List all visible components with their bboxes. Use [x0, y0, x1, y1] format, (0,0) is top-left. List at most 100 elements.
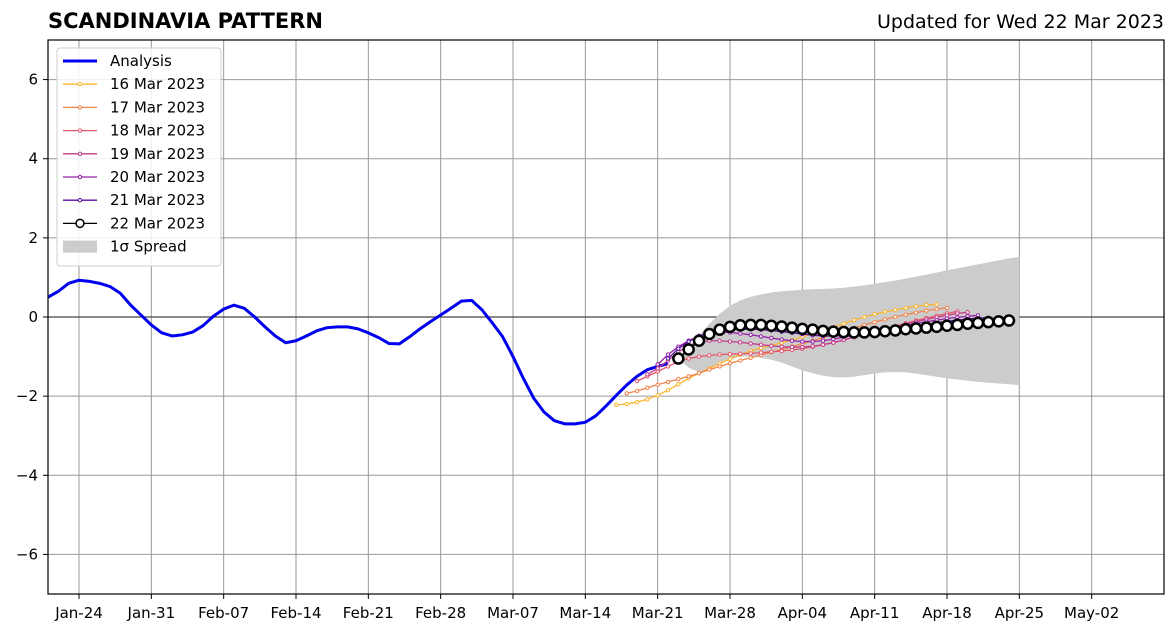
data-point: [703, 327, 716, 341]
data-point: [769, 343, 774, 349]
data-point: [738, 351, 743, 357]
x-tick-label: Mar-14: [559, 604, 611, 622]
y-tick-label: −6: [16, 545, 38, 563]
data-point: [893, 307, 898, 313]
data-point: [841, 321, 846, 326]
data-point: [992, 315, 1005, 328]
data-point: [645, 385, 650, 391]
data-point: [696, 370, 702, 376]
y-tick-label: 6: [28, 71, 38, 89]
series-analysis: [47, 278, 669, 426]
data-point: [806, 323, 819, 336]
data-point: [810, 339, 815, 344]
legend-label: 18 Mar 2023: [110, 122, 205, 140]
data-point: [965, 310, 970, 315]
data-point: [727, 361, 733, 366]
data-point: [940, 319, 954, 332]
legend-label: 19 Mar 2023: [110, 145, 205, 163]
data-point: [816, 324, 830, 338]
data-point: [738, 358, 743, 363]
x-tick-label: Feb-14: [270, 604, 321, 622]
data-point: [862, 314, 867, 320]
chart-title: SCANDINAVIA PATTERN: [48, 9, 323, 33]
legend-marker: [75, 218, 85, 229]
legend-label: Analysis: [110, 52, 172, 70]
x-tick-label: Apr-18: [922, 604, 972, 622]
data-point: [655, 362, 660, 367]
x-tick-label: Apr-04: [778, 604, 828, 622]
legend-marker: [77, 82, 83, 87]
data-point: [686, 339, 691, 344]
x-tick-label: Feb-07: [198, 604, 249, 622]
data-point: [796, 322, 809, 336]
data-point: [738, 340, 743, 345]
data-point: [634, 388, 640, 394]
data-point: [672, 352, 685, 365]
data-point: [682, 343, 695, 356]
data-point: [827, 325, 840, 338]
data-point: [971, 316, 985, 330]
data-point: [779, 348, 784, 354]
data-point: [951, 318, 964, 332]
data-point: [934, 302, 939, 307]
data-point: [717, 338, 722, 343]
data-point: [665, 352, 671, 357]
legend-label: 21 Mar 2023: [110, 191, 205, 209]
data-point: [634, 378, 640, 384]
y-tick-label: −2: [16, 387, 38, 405]
data-point: [676, 346, 681, 351]
data-point: [727, 339, 733, 344]
data-point: [676, 382, 681, 387]
y-tick-label: 0: [28, 308, 38, 326]
data-point: [769, 335, 774, 341]
data-point: [645, 372, 650, 377]
legend-label: 16 Mar 2023: [110, 75, 205, 93]
y-tick-label: 2: [28, 229, 38, 247]
legend: Analysis 16 Mar 2023 17 Mar 2023 18 Mar 202…: [56, 47, 222, 267]
data-point: [909, 322, 923, 335]
data-point: [748, 355, 753, 360]
data-point: [754, 318, 768, 332]
data-point: [847, 326, 861, 339]
data-point: [903, 305, 908, 311]
data-point: [920, 321, 933, 334]
data-point: [614, 402, 619, 408]
data-point: [758, 350, 764, 355]
x-tick-label: Apr-25: [995, 604, 1045, 622]
data-point: [692, 334, 706, 347]
data-point: [820, 338, 826, 343]
data-point: [775, 320, 788, 333]
data-point: [810, 344, 815, 349]
x-tick-label: May-02: [1064, 604, 1119, 622]
data-point: [878, 324, 892, 338]
data-point: [713, 323, 726, 336]
data-point: [723, 320, 737, 334]
data-point: [1002, 314, 1016, 327]
data-point: [882, 309, 888, 315]
series-line: [47, 278, 669, 426]
data-point: [944, 305, 950, 311]
data-point: [758, 334, 764, 339]
data-point: [665, 364, 671, 369]
chart-subtitle: Updated for Wed 22 Mar 2023: [877, 11, 1164, 33]
x-tick-label: Mar-28: [704, 604, 756, 622]
legend-label: 1σ Spread: [110, 238, 187, 256]
data-point: [934, 306, 939, 312]
series-22-mar-2023: [672, 314, 1016, 365]
x-tick-label: Feb-28: [415, 604, 466, 622]
legend-marker: [77, 174, 83, 180]
data-point: [982, 315, 995, 329]
x-tick-label: Jan-24: [54, 604, 103, 622]
data-point: [707, 353, 712, 358]
data-point: [748, 351, 753, 356]
data-point: [624, 401, 629, 407]
data-point: [676, 376, 681, 382]
data-point: [889, 324, 902, 337]
legend-marker: [77, 128, 83, 133]
data-point: [862, 322, 867, 328]
data-point: [748, 341, 753, 346]
data-point: [665, 379, 671, 385]
data-point: [707, 367, 712, 372]
data-point: [744, 318, 757, 332]
